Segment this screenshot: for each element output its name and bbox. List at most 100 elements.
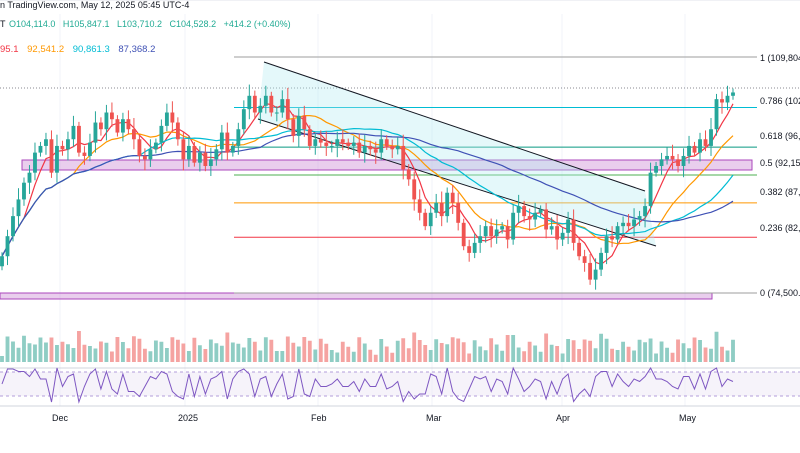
- candle-body: [363, 146, 367, 153]
- volume-bar: [39, 338, 43, 363]
- volume-bar: [462, 342, 466, 362]
- candle-body: [396, 146, 400, 149]
- candle-body: [66, 139, 70, 149]
- candle-body: [511, 213, 515, 240]
- volume-bar: [517, 348, 521, 363]
- volume-bar: [533, 346, 537, 363]
- candle-body: [209, 159, 213, 166]
- candle-body: [726, 96, 730, 103]
- candle-body: [214, 149, 218, 159]
- volume-bar: [544, 334, 548, 363]
- fib-label-05: 0.5 (92,152: [760, 158, 800, 168]
- volume-bar: [451, 337, 455, 362]
- volume-bar: [55, 345, 59, 362]
- volume-bar: [726, 351, 730, 363]
- fib-label-0618: 0.618 (96,2: [760, 131, 800, 141]
- candle-body: [286, 99, 290, 119]
- candle-body: [654, 166, 658, 173]
- volume-bar: [500, 351, 504, 362]
- candle-body: [22, 183, 26, 200]
- candle-body: [676, 159, 680, 166]
- volume-bar: [660, 342, 664, 363]
- volume-bar: [550, 345, 554, 362]
- volume-bar: [478, 347, 482, 363]
- volume-bar: [137, 339, 141, 362]
- candle-body: [242, 109, 246, 129]
- candle-body: [429, 213, 433, 226]
- candle-body: [495, 229, 499, 236]
- volume-bar: [181, 344, 185, 363]
- candle-body: [550, 226, 554, 229]
- volume-bar: [566, 339, 570, 362]
- candle-body: [522, 206, 526, 216]
- volume-bar: [308, 341, 312, 362]
- candle-body: [572, 219, 576, 242]
- candle-body: [198, 153, 202, 163]
- candle-body: [660, 159, 664, 166]
- volume-bar: [297, 347, 301, 363]
- candle-body: [704, 139, 708, 146]
- volume-bar: [445, 344, 449, 362]
- candle-body: [137, 139, 141, 156]
- volume-bar: [214, 343, 218, 362]
- volume-bar: [363, 344, 367, 363]
- candle-body: [44, 139, 48, 146]
- volume-bar: [676, 340, 680, 363]
- candle-body: [264, 96, 268, 106]
- candle-body: [346, 143, 350, 146]
- candle-body: [159, 126, 163, 143]
- ma-value-1: 95.1: [0, 44, 19, 55]
- volume-bars: [0, 331, 735, 362]
- price-chart[interactable]: [0, 0, 800, 453]
- candle-body: [11, 216, 15, 236]
- volume-bar: [407, 348, 411, 362]
- candle-body: [247, 96, 251, 109]
- candle-body: [627, 223, 631, 226]
- volume-bar: [192, 338, 196, 362]
- volume-bar: [220, 346, 224, 362]
- rsi-panel: [0, 368, 800, 406]
- low-value: L103,710.2: [117, 19, 162, 29]
- volume-bar: [418, 340, 422, 362]
- volume-bar: [583, 340, 587, 363]
- candle-body: [374, 149, 378, 152]
- volume-bar: [83, 345, 87, 362]
- volume-bar: [352, 352, 356, 362]
- volume-bar: [203, 349, 207, 362]
- candle-body: [385, 139, 389, 146]
- candle-body: [555, 226, 559, 239]
- volume-bar: [616, 350, 620, 362]
- candle-body: [220, 133, 224, 150]
- candle-body: [379, 139, 383, 152]
- fib-label-0382: 0.382 (87,9: [760, 187, 800, 197]
- candle-body: [280, 99, 284, 112]
- x-label-feb: Feb: [311, 413, 327, 423]
- volume-bar: [105, 343, 109, 362]
- volume-bar: [632, 351, 636, 363]
- candle-body: [324, 143, 328, 146]
- candle-body: [88, 143, 92, 156]
- chart-header: n TradingView.com, May 12, 2025 05:45 UT…: [0, 0, 800, 14]
- candle-body: [616, 226, 620, 239]
- volume-bar: [247, 338, 251, 362]
- volume-bar: [429, 350, 433, 362]
- candle-body: [649, 173, 653, 206]
- candle-body: [330, 146, 334, 147]
- x-label-mar: Mar: [426, 413, 442, 423]
- volume-bar: [440, 343, 444, 362]
- candle-body: [170, 113, 174, 123]
- volume-bar: [671, 353, 675, 362]
- volume-bar: [715, 332, 719, 362]
- fib-label-0786: 0.786 (102: [760, 96, 800, 106]
- candle-body: [165, 113, 169, 126]
- volume-bar: [236, 344, 240, 362]
- candle-body: [418, 199, 422, 212]
- volume-bar: [572, 340, 576, 362]
- candle-body: [181, 139, 185, 159]
- ohlc-legend: T O104,114.0 H105,847.1 L103,710.2 C104,…: [0, 19, 296, 29]
- fib-label-1: 1 (109,804: [760, 53, 800, 63]
- volume-bar: [88, 346, 92, 362]
- volume-bar: [665, 348, 669, 362]
- volume-bar: [385, 347, 389, 363]
- candle-body: [72, 126, 76, 139]
